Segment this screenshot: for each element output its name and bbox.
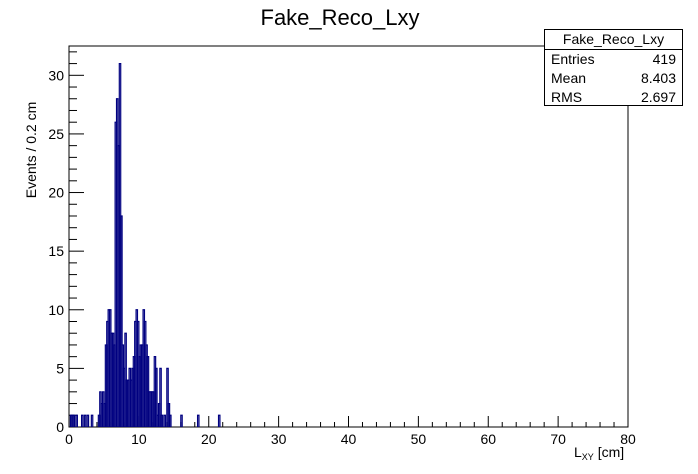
histogram-bin — [159, 367, 162, 427]
histogram-bin — [180, 414, 183, 427]
y-tick-label: 5 — [56, 360, 64, 376]
stats-title: Fake_Reco_Lxy — [545, 30, 682, 50]
histogram-series — [69, 62, 221, 427]
histogram-bin — [217, 414, 221, 427]
y-axis-label: Events / 0.2 cm — [23, 102, 39, 198]
stats-row-mean: Mean 8.403 — [545, 69, 682, 88]
x-axis-label-main: L — [574, 444, 582, 460]
x-axis-label-sub: XY — [582, 452, 594, 462]
x-tick-label: 30 — [271, 431, 287, 447]
y-tick-label: 20 — [48, 185, 64, 201]
stats-value: 2.697 — [640, 89, 676, 105]
histogram-bin — [72, 414, 76, 427]
histogram-bin — [166, 367, 169, 427]
x-tick-label: 50 — [411, 431, 427, 447]
y-tick-label: 25 — [48, 126, 64, 142]
stats-value: 419 — [652, 51, 676, 67]
x-tick-label: 70 — [550, 431, 566, 447]
x-tick-label: 40 — [341, 431, 357, 447]
stats-label: Entries — [551, 51, 595, 67]
histogram-bin — [120, 215, 123, 427]
y-tick-label: 0 — [56, 419, 64, 435]
stats-label: Mean — [551, 70, 587, 86]
histogram-bin — [163, 414, 167, 427]
histogram-bin — [155, 367, 158, 427]
histogram-bin — [160, 414, 164, 427]
x-tick-label: 20 — [201, 431, 217, 447]
x-axis-label-unit: [cm] — [594, 444, 624, 460]
stats-row-entries: Entries 419 — [545, 50, 682, 69]
histogram-bin — [83, 414, 87, 427]
stats-box: Fake_Reco_Lxy Entries 419 Mean 8.403 RMS… — [544, 29, 683, 106]
histogram-bin — [90, 414, 94, 427]
stats-label: RMS — [551, 89, 583, 105]
stats-value: 8.403 — [640, 70, 676, 86]
x-tick-label: 0 — [65, 431, 73, 447]
histogram-bin — [169, 414, 172, 427]
x-tick-label: 80 — [620, 431, 636, 447]
axes: 0 10 20 30 40 50 60 70 80 0 5 10 15 20 25 30 — [48, 45, 636, 447]
chart-title: Fake_Reco_Lxy — [261, 5, 420, 30]
x-tick-label: 60 — [480, 431, 496, 447]
y-tick-label: 15 — [48, 243, 64, 259]
stats-row-rms: RMS 2.697 — [545, 88, 682, 107]
x-tick-label: 10 — [131, 431, 147, 447]
histogram-bin — [75, 414, 78, 427]
y-tick-label: 30 — [48, 67, 64, 83]
y-tick-label: 10 — [48, 302, 64, 318]
histogram-bin — [86, 414, 90, 427]
histogram-bin — [80, 414, 84, 427]
histogram-bin — [196, 414, 200, 427]
x-axis-label: LXY [cm] — [574, 444, 624, 462]
